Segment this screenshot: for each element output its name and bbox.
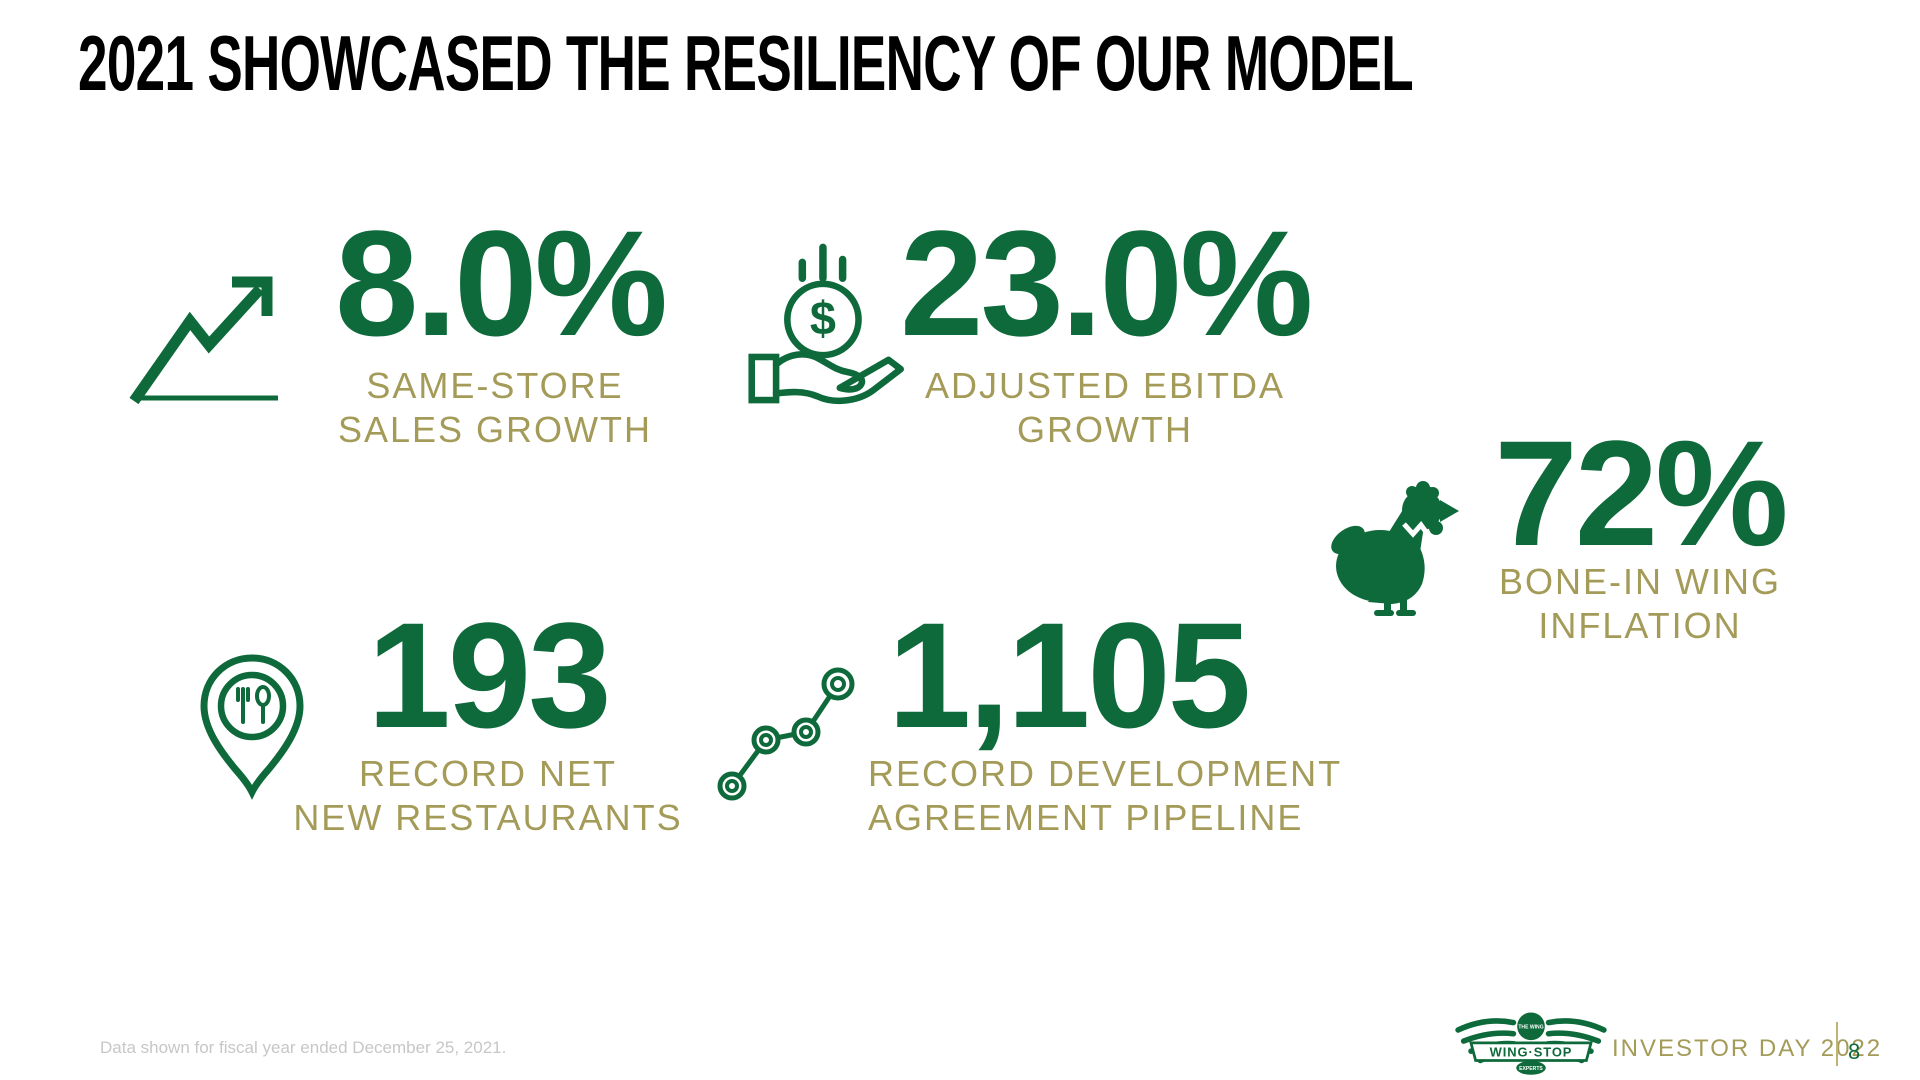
logo-banner	[1469, 1041, 1593, 1062]
logo-crest-circle	[1517, 1012, 1545, 1041]
footer-divider	[1836, 1022, 1838, 1066]
stat-label-line: BONE-IN WING	[1499, 561, 1781, 602]
stat-label-line: GROWTH	[1017, 409, 1193, 450]
restaurant-location-pin-icon	[196, 652, 308, 814]
stat-value-adjusted-ebitda: 23.0%	[900, 199, 1313, 367]
stat-value-development-pipeline: 1,105	[887, 591, 1251, 759]
stat-label-net-new-restaurants: RECORD NET NEW RESTAURANTS	[288, 752, 688, 840]
ascending-network-nodes-icon	[716, 640, 858, 806]
stat-label-line: RECORD NET	[358, 753, 617, 794]
logo-top-text: THE WING	[1518, 1025, 1543, 1031]
logo-bottom-ribbon	[1516, 1060, 1546, 1075]
stat-label-development-pipeline: RECORD DEVELOPMENT AGREEMENT PIPELINE	[868, 752, 1343, 840]
stat-label-line: ADJUSTED EBITDA	[924, 365, 1286, 406]
page-number: 8	[1848, 1039, 1861, 1064]
stat-label-line: AGREEMENT PIPELINE	[868, 797, 1304, 838]
stat-label-line: SAME-STORE	[366, 365, 624, 406]
stat-label-line: RECORD DEVELOPMENT	[868, 753, 1343, 794]
stat-value-bone-in-wing-inflation: 72%	[1494, 409, 1788, 577]
stat-label-line: SALES GROWTH	[337, 409, 653, 450]
stat-value-net-new-restaurants: 193	[367, 591, 611, 759]
logo-bottom-text: EXPERTS	[1519, 1066, 1543, 1072]
page-title: 2021 SHOWCASED THE RESILIENCY OF OUR MOD…	[78, 19, 1414, 107]
logo-banner-text: WING·STOP	[1490, 1044, 1573, 1059]
stat-label-line: INFLATION	[1538, 605, 1742, 646]
coin-in-hand-icon: $	[733, 236, 911, 418]
stat-label-adjusted-ebitda: ADJUSTED EBITDA GROWTH	[900, 364, 1310, 452]
stat-label-same-store-sales: SAME-STORE SALES GROWTH	[290, 364, 700, 452]
chicken-icon	[1328, 478, 1462, 620]
dollar-sign: $	[810, 292, 836, 344]
wingstop-logo: THE WING WING·STOP EXPERTS	[1452, 1006, 1610, 1078]
footer-event-title: INVESTOR DAY 2022	[1612, 1035, 1883, 1062]
footnote: Data shown for fiscal year ended Decembe…	[100, 1038, 507, 1057]
trend-up-arrow-icon	[128, 248, 288, 406]
stat-value-same-store-sales: 8.0%	[335, 199, 668, 367]
stat-label-line: NEW RESTAURANTS	[293, 797, 683, 838]
stat-label-bone-in-wing-inflation: BONE-IN WING INFLATION	[1440, 560, 1840, 648]
